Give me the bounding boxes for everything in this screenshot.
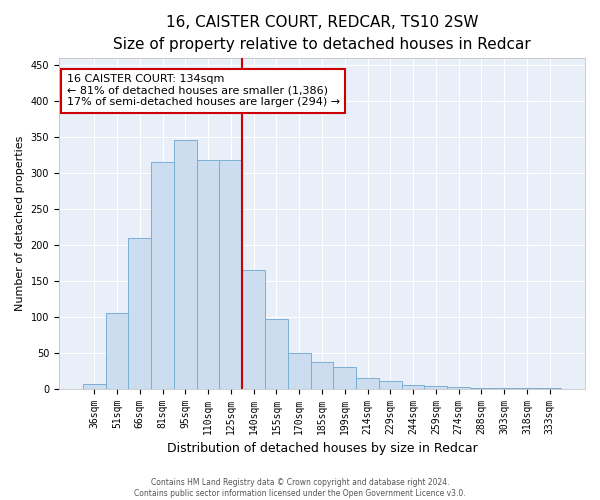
Bar xyxy=(311,362,334,388)
Title: 16, CAISTER COURT, REDCAR, TS10 2SW
Size of property relative to detached houses: 16, CAISTER COURT, REDCAR, TS10 2SW Size… xyxy=(113,15,531,52)
Bar xyxy=(151,162,174,388)
Bar xyxy=(424,386,447,388)
Bar xyxy=(197,160,220,388)
Bar xyxy=(83,384,106,388)
Y-axis label: Number of detached properties: Number of detached properties xyxy=(15,136,25,311)
Bar xyxy=(128,238,151,388)
Bar xyxy=(265,319,288,388)
Bar xyxy=(334,367,356,388)
Bar xyxy=(401,385,424,388)
X-axis label: Distribution of detached houses by size in Redcar: Distribution of detached houses by size … xyxy=(167,442,478,455)
Bar xyxy=(220,160,242,388)
Bar xyxy=(288,352,311,388)
Bar xyxy=(174,140,197,388)
Text: Contains HM Land Registry data © Crown copyright and database right 2024.
Contai: Contains HM Land Registry data © Crown c… xyxy=(134,478,466,498)
Bar xyxy=(242,270,265,388)
Bar xyxy=(379,382,401,388)
Bar xyxy=(356,378,379,388)
Bar xyxy=(106,313,128,388)
Text: 16 CAISTER COURT: 134sqm
← 81% of detached houses are smaller (1,386)
17% of sem: 16 CAISTER COURT: 134sqm ← 81% of detach… xyxy=(67,74,340,108)
